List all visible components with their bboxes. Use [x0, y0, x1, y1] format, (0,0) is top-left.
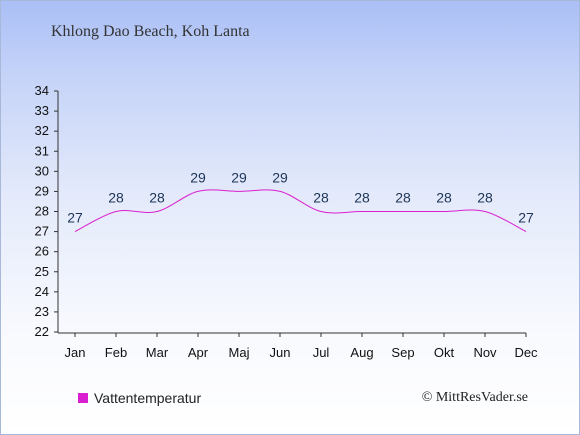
- x-tick-label: Okt: [434, 345, 455, 360]
- legend-label: Vattentemperatur: [94, 390, 202, 406]
- y-tick-label: 23: [35, 304, 49, 319]
- x-tick-label: Apr: [188, 345, 209, 360]
- y-tick-label: 22: [35, 324, 49, 339]
- x-tick-label: Jan: [65, 345, 86, 360]
- data-label: 28: [395, 190, 411, 206]
- legend: Vattentemperatur: [78, 390, 201, 406]
- x-tick-label: Aug: [350, 345, 373, 360]
- x-tick-label: Feb: [105, 345, 127, 360]
- y-ticks: 22 23 24 25 26 27 28 29 30 31 32 33 34: [35, 83, 58, 339]
- y-tick-label: 27: [35, 224, 49, 239]
- data-label: 28: [108, 190, 124, 206]
- axes: [57, 91, 526, 334]
- x-tick-label: Jun: [270, 345, 291, 360]
- y-tick-label: 24: [35, 284, 49, 299]
- x-tick-label: Sep: [391, 345, 414, 360]
- x-tick-label: Nov: [473, 345, 497, 360]
- credit-text: © MittResVader.se: [421, 390, 528, 405]
- data-label: 28: [313, 190, 329, 206]
- data-label: 28: [436, 190, 452, 206]
- x-ticks: Jan Feb Mar Apr Maj Jun Jul Aug Sep Okt Nov Dec: [65, 333, 538, 360]
- y-tick-label: 31: [35, 143, 49, 158]
- y-tick-label: 29: [35, 183, 49, 198]
- x-tick-label: Mar: [146, 345, 169, 360]
- legend-swatch: [78, 393, 88, 403]
- x-tick-label: Maj: [229, 345, 250, 360]
- y-tick-label: 25: [35, 264, 49, 279]
- y-tick-label: 28: [35, 204, 49, 219]
- data-label: 27: [518, 210, 534, 226]
- data-label: 28: [477, 190, 493, 206]
- data-label: 28: [149, 190, 165, 206]
- x-tick-label: Dec: [514, 345, 538, 360]
- data-labels: 27 28 28 29 29 29 28 28 28 28 28 27: [67, 169, 534, 225]
- data-label: 28: [354, 190, 370, 206]
- data-label: 29: [231, 169, 247, 185]
- y-tick-label: 33: [35, 103, 49, 118]
- series-line-vattentemperatur: [74, 189, 527, 233]
- data-label: 29: [272, 169, 288, 185]
- y-tick-label: 34: [35, 83, 49, 98]
- x-tick-label: Jul: [313, 345, 330, 360]
- data-label: 27: [67, 210, 83, 226]
- chart-title: Khlong Dao Beach, Koh Lanta: [51, 23, 250, 40]
- y-tick-label: 32: [35, 123, 49, 138]
- y-tick-label: 30: [35, 163, 49, 178]
- data-label: 29: [190, 169, 206, 185]
- y-tick-label: 26: [35, 244, 49, 259]
